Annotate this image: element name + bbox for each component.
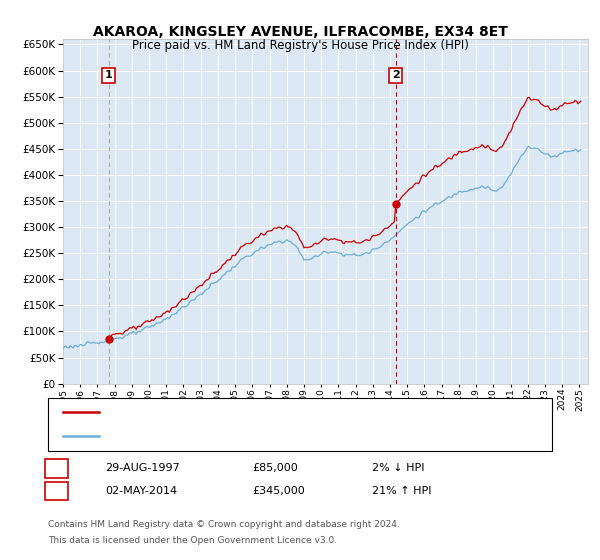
- Text: Price paid vs. HM Land Registry's House Price Index (HPI): Price paid vs. HM Land Registry's House …: [131, 39, 469, 52]
- Text: 29-AUG-1997: 29-AUG-1997: [105, 463, 180, 473]
- Text: £85,000: £85,000: [252, 463, 298, 473]
- Text: HPI: Average price, detached house, North Devon: HPI: Average price, detached house, Nort…: [105, 431, 353, 441]
- Text: 2: 2: [53, 486, 60, 496]
- Text: AKAROA, KINGSLEY AVENUE, ILFRACOMBE, EX34 8ET (detached house): AKAROA, KINGSLEY AVENUE, ILFRACOMBE, EX3…: [105, 408, 460, 418]
- Text: 02-MAY-2014: 02-MAY-2014: [105, 486, 177, 496]
- Text: 2: 2: [392, 71, 400, 81]
- Text: This data is licensed under the Open Government Licence v3.0.: This data is licensed under the Open Gov…: [48, 536, 337, 545]
- Text: 21% ↑ HPI: 21% ↑ HPI: [372, 486, 431, 496]
- Text: AKAROA, KINGSLEY AVENUE, ILFRACOMBE, EX34 8ET: AKAROA, KINGSLEY AVENUE, ILFRACOMBE, EX3…: [92, 25, 508, 39]
- Text: £345,000: £345,000: [252, 486, 305, 496]
- Text: 1: 1: [105, 71, 113, 81]
- Text: 2% ↓ HPI: 2% ↓ HPI: [372, 463, 425, 473]
- Text: 1: 1: [53, 463, 60, 473]
- Text: Contains HM Land Registry data © Crown copyright and database right 2024.: Contains HM Land Registry data © Crown c…: [48, 520, 400, 529]
